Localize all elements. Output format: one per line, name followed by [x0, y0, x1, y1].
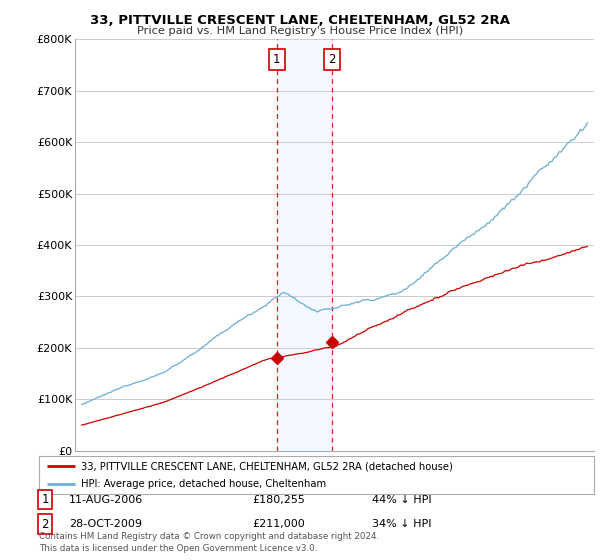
Text: 33, PITTVILLE CRESCENT LANE, CHELTENHAM, GL52 2RA: 33, PITTVILLE CRESCENT LANE, CHELTENHAM,… — [90, 14, 510, 27]
Text: 33, PITTVILLE CRESCENT LANE, CHELTENHAM, GL52 2RA (detached house): 33, PITTVILLE CRESCENT LANE, CHELTENHAM,… — [80, 461, 452, 471]
Text: £211,000: £211,000 — [252, 519, 305, 529]
Text: 1: 1 — [41, 493, 49, 506]
Text: 11-AUG-2006: 11-AUG-2006 — [69, 494, 143, 505]
Text: 34% ↓ HPI: 34% ↓ HPI — [372, 519, 431, 529]
Text: 1: 1 — [273, 53, 281, 66]
Text: Price paid vs. HM Land Registry's House Price Index (HPI): Price paid vs. HM Land Registry's House … — [137, 26, 463, 36]
Text: £180,255: £180,255 — [252, 494, 305, 505]
Text: 2: 2 — [41, 517, 49, 531]
Text: Contains HM Land Registry data © Crown copyright and database right 2024.
This d: Contains HM Land Registry data © Crown c… — [39, 533, 379, 553]
Text: 28-OCT-2009: 28-OCT-2009 — [69, 519, 142, 529]
Text: 2: 2 — [328, 53, 335, 66]
Text: 44% ↓ HPI: 44% ↓ HPI — [372, 494, 431, 505]
Text: HPI: Average price, detached house, Cheltenham: HPI: Average price, detached house, Chel… — [80, 479, 326, 489]
Bar — [277, 39, 332, 451]
